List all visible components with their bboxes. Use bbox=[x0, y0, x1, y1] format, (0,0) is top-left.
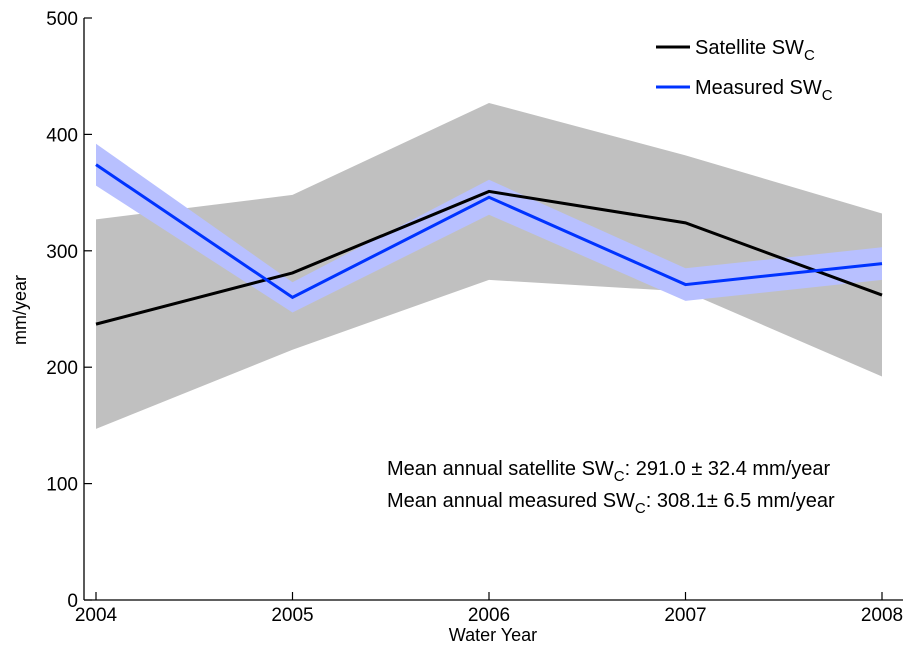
y-tick-label: 0 bbox=[67, 591, 78, 612]
series-line-0 bbox=[95, 189, 883, 326]
series-band-1 bbox=[96, 143, 882, 313]
annotations: Mean annual satellite SWC: 291.0 ± 32.4 … bbox=[387, 458, 835, 517]
annotation-line-1: Mean annual measured SWC: 308.1± 6.5 mm/… bbox=[387, 490, 835, 517]
y-tick-label: 500 bbox=[46, 9, 78, 30]
legend-label-1: Measured SWC bbox=[695, 77, 833, 104]
x-ticks: 2004 2005 2006 2007 2008 bbox=[75, 592, 903, 626]
series-band-0 bbox=[96, 102, 882, 429]
series-line-1 bbox=[95, 163, 883, 300]
y-tick-label: 200 bbox=[46, 358, 78, 379]
x-tick-label: 2008 bbox=[861, 605, 903, 626]
x-axis-label: Water Year bbox=[449, 625, 537, 645]
y-tick-label: 300 bbox=[46, 242, 78, 263]
series-lines bbox=[95, 163, 883, 326]
y-tick-label: 400 bbox=[46, 125, 78, 146]
x-tick-label: 2007 bbox=[664, 605, 706, 626]
y-ticks: 0 100 200 300 400 500 bbox=[46, 9, 92, 612]
legend-label-0: Satellite SWC bbox=[695, 37, 815, 64]
legend: Satellite SWC Measured SWC bbox=[656, 37, 833, 104]
annotation-line-0: Mean annual satellite SWC: 291.0 ± 32.4 … bbox=[387, 458, 830, 485]
y-tick-label: 100 bbox=[46, 475, 78, 496]
x-tick-label: 2004 bbox=[75, 605, 118, 626]
x-tick-label: 2006 bbox=[468, 605, 510, 626]
uncertainty-bands bbox=[96, 102, 882, 429]
x-tick-label: 2005 bbox=[271, 605, 313, 626]
axes bbox=[83, 18, 903, 601]
y-axis-label: mm/year bbox=[10, 275, 30, 345]
